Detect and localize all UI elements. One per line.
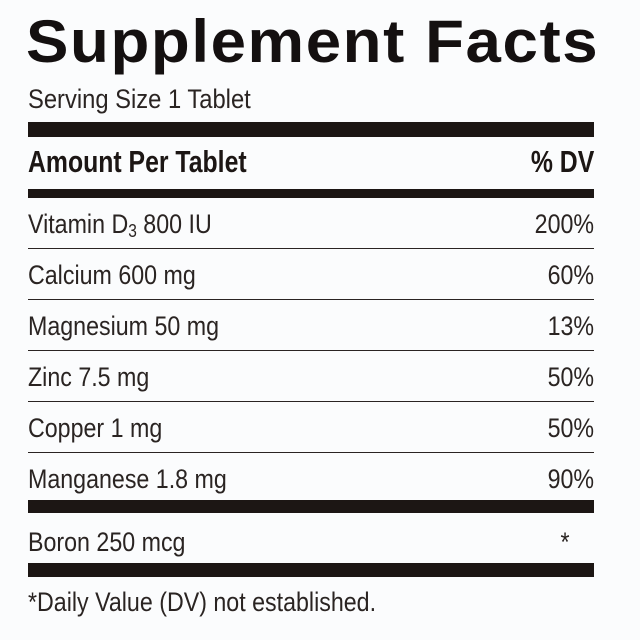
amount-per-tablet-header: Amount Per Tablet (28, 144, 247, 179)
nutrient-row: Calcium 600 mg 60% (28, 249, 594, 300)
nutrient-dv: 50% (547, 362, 594, 392)
nutrient-dv: 50% (547, 413, 594, 443)
row-divider (28, 247, 594, 249)
thick-divider (28, 563, 594, 577)
nutrient-name: Magnesium 50 mg (28, 311, 220, 341)
nutrient-row: Magnesium 50 mg 13% (28, 300, 594, 351)
nutrient-row: Vitamin D3 800 IU 200% (28, 198, 594, 249)
footnote: *Daily Value (DV) not established. (28, 587, 377, 617)
nutrient-name: Boron 250 mcg (28, 527, 186, 557)
nutrient-row: Zinc 7.5 mg 50% (28, 351, 594, 402)
dv-header: % DV (530, 144, 594, 179)
nutrient-name: Vitamin D3 800 IU (28, 209, 212, 241)
thick-divider (28, 122, 594, 137)
nutrient-dv: 60% (547, 260, 594, 290)
nutrient-name: Copper 1 mg (28, 413, 163, 443)
nutrient-name: Calcium 600 mg (28, 260, 196, 290)
nutrient-row: Copper 1 mg 50% (28, 402, 594, 453)
nutrient-dv: 90% (547, 464, 594, 494)
nutrient-dv: 13% (547, 311, 594, 341)
row-divider (28, 349, 594, 351)
nutrient-dv: * (560, 527, 570, 557)
thick-divider (28, 500, 594, 513)
row-divider (28, 298, 594, 300)
nutrient-name: Manganese 1.8 mg (28, 464, 227, 494)
row-divider (28, 400, 594, 402)
other-ingredient-row: Boron 250 mcg * (28, 516, 594, 567)
row-divider (28, 451, 594, 453)
header-divider (28, 189, 594, 198)
nutrient-row: Manganese 1.8 mg 90% (28, 453, 594, 504)
nutrient-dv: 200% (534, 209, 594, 239)
label-title: Supplement Facts (26, 8, 600, 75)
nutrient-name: Zinc 7.5 mg (28, 362, 150, 392)
serving-size: Serving Size 1 Tablet (28, 84, 251, 114)
